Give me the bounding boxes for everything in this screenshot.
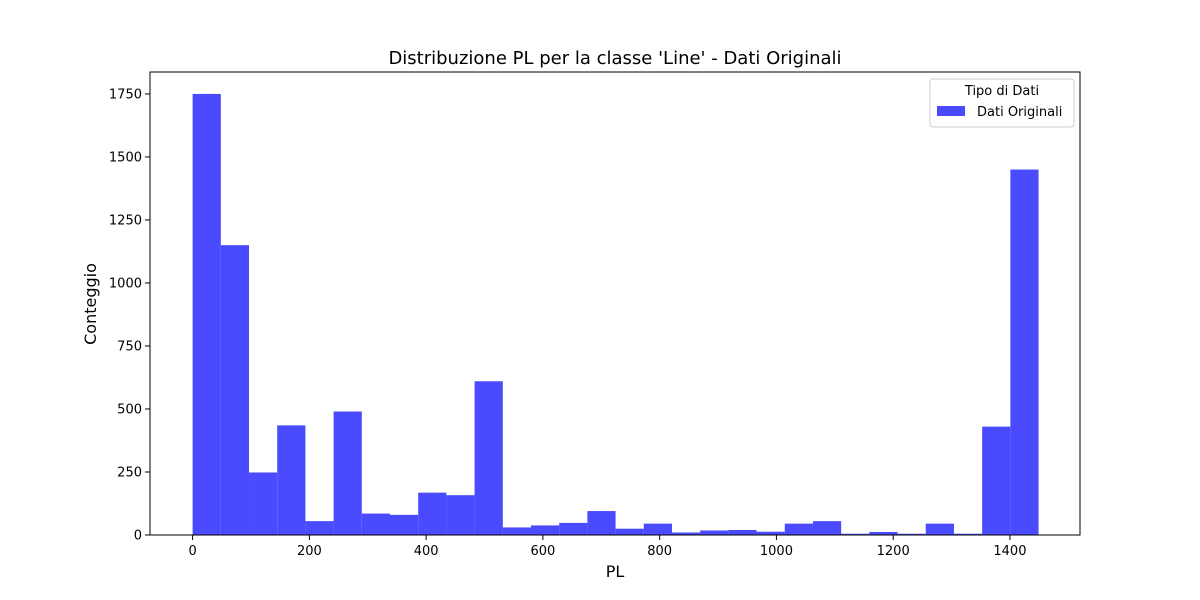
y-tick-label: 250 bbox=[117, 465, 142, 480]
y-axis-ticks: 0 250 500 750 1000 1250 1500 1750 bbox=[109, 87, 150, 544]
plot-frame bbox=[149, 71, 1081, 536]
histogram-bar bbox=[530, 525, 560, 535]
histogram-bar bbox=[474, 381, 503, 535]
histogram-bar bbox=[784, 523, 813, 535]
histogram-bar bbox=[502, 527, 531, 535]
histogram-bar bbox=[333, 411, 362, 535]
histogram-bar bbox=[390, 514, 419, 535]
x-tick-label: 1400 bbox=[993, 544, 1026, 559]
histogram-bar bbox=[869, 531, 898, 535]
histogram-bar bbox=[446, 495, 475, 535]
histogram-bar bbox=[953, 533, 983, 535]
histogram-bar bbox=[615, 528, 644, 535]
x-tick-label: 1200 bbox=[877, 544, 910, 559]
histogram-bar bbox=[277, 425, 306, 535]
histogram-bar bbox=[220, 245, 250, 536]
y-tick-label: 750 bbox=[117, 339, 142, 354]
x-tick-label: 800 bbox=[647, 544, 672, 559]
y-axis-title: Conteggio bbox=[81, 263, 100, 345]
x-axis-ticks: 0 200 400 600 800 1000 1200 1400 bbox=[188, 535, 1026, 559]
x-tick-label: 200 bbox=[297, 544, 322, 559]
histogram-bar bbox=[643, 523, 672, 535]
x-tick-label: 0 bbox=[188, 544, 196, 559]
histogram-bar bbox=[925, 523, 954, 535]
histogram-bar bbox=[249, 472, 278, 535]
y-tick-label: 0 bbox=[134, 529, 142, 544]
y-tick-label: 1250 bbox=[109, 213, 142, 228]
histogram-bar bbox=[897, 533, 926, 535]
legend-title: Tipo di Dati bbox=[964, 84, 1039, 99]
legend-swatch bbox=[937, 106, 965, 116]
histogram-bar bbox=[192, 93, 221, 535]
legend-label: Dati Originali bbox=[977, 105, 1062, 120]
histogram-bar bbox=[841, 533, 870, 535]
x-tick-label: 1000 bbox=[760, 544, 793, 559]
histogram-bar bbox=[756, 531, 785, 535]
histogram-bar bbox=[982, 426, 1011, 535]
histogram-bar bbox=[361, 513, 391, 535]
bars-group bbox=[192, 93, 1039, 536]
y-tick-label: 1000 bbox=[109, 276, 142, 291]
histogram-bar bbox=[812, 521, 842, 535]
chart-title: Distribuzione PL per la classe 'Line' - … bbox=[388, 48, 841, 69]
legend: Tipo di Dati Dati Originali bbox=[929, 78, 1075, 128]
y-tick-label: 1750 bbox=[109, 87, 142, 102]
histogram-bar bbox=[559, 522, 588, 535]
histogram-bar bbox=[671, 532, 701, 535]
y-tick-label: 1500 bbox=[109, 150, 142, 165]
y-tick-label: 500 bbox=[117, 402, 142, 417]
legend-box bbox=[929, 78, 1075, 128]
histogram-bar bbox=[728, 529, 757, 535]
histogram-bar bbox=[418, 492, 447, 535]
histogram-bar bbox=[1010, 169, 1039, 535]
x-tick-label: 400 bbox=[414, 544, 439, 559]
x-tick-label: 600 bbox=[530, 544, 555, 559]
histogram-bar bbox=[305, 521, 334, 535]
x-axis-title: PL bbox=[606, 562, 625, 581]
histogram-bar bbox=[700, 530, 729, 535]
histogram-bar bbox=[587, 511, 616, 535]
